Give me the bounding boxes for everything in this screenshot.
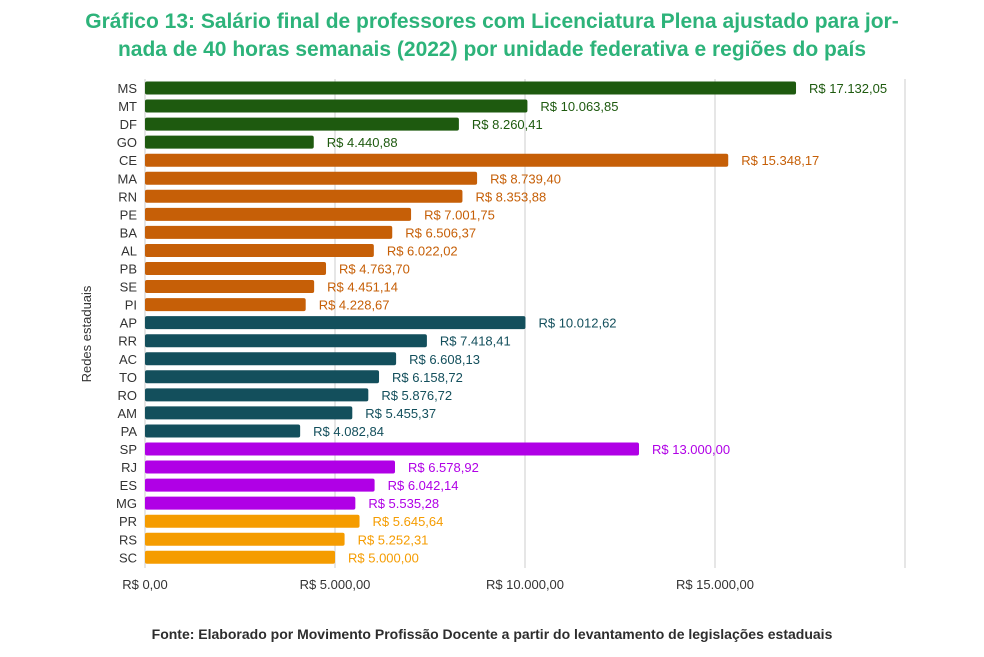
category-label-mt: MT: [118, 99, 137, 114]
data-label-se: R$ 4.451,14: [327, 280, 398, 295]
data-label-pb: R$ 4.763,70: [339, 262, 410, 277]
category-label-pa: PA: [121, 424, 138, 439]
data-label-al: R$ 6.022,02: [387, 243, 458, 258]
data-label-am: R$ 5.455,37: [365, 406, 436, 421]
category-label-pi: PI: [125, 298, 137, 313]
bar-rr: [145, 334, 427, 348]
bar-ap: [145, 316, 526, 330]
data-label-pi: R$ 4.228,67: [319, 298, 390, 313]
bar-pi: [145, 298, 306, 312]
category-label-ma: MA: [118, 171, 138, 186]
category-label-pb: PB: [120, 262, 137, 277]
category-label-ms: MS: [118, 81, 138, 96]
x-axis-tick-labels: R$ 0,00 R$ 5.000,00 R$ 10.000,00 R$ 15.000,…: [122, 577, 754, 592]
x-tick-label: R$ 15.000,00: [676, 577, 754, 592]
category-label-mg: MG: [116, 496, 137, 511]
category-label-ba: BA: [120, 225, 138, 240]
bar-se: [145, 280, 315, 294]
data-label-ac: R$ 6.608,13: [409, 352, 480, 367]
data-label-go: R$ 4.440,88: [327, 135, 398, 150]
bar-mt: [145, 99, 528, 113]
category-label-se: SE: [120, 280, 138, 295]
bar-es: [145, 478, 375, 492]
bar-al: [145, 243, 374, 257]
bar-mg: [145, 496, 356, 510]
data-label-ba: R$ 6.506,37: [405, 225, 476, 240]
category-label-sp: SP: [120, 442, 137, 457]
category-label-ac: AC: [119, 352, 137, 367]
data-label-ce: R$ 15.348,17: [741, 153, 819, 168]
category-label-sc: SC: [119, 550, 137, 565]
data-label-pr: R$ 5.645,64: [373, 514, 444, 529]
data-label-sc: R$ 5.000,00: [348, 550, 419, 565]
data-label-ro: R$ 5.876,72: [381, 388, 452, 403]
data-label-es: R$ 6.042,14: [388, 478, 459, 493]
bar-sc: [145, 550, 335, 564]
category-label-ap: AP: [120, 316, 137, 331]
category-label-am: AM: [118, 406, 138, 421]
bar-sp: [145, 442, 639, 456]
bar-chart: R$ 17.132,05 R$ 10.063,85 R$ 8.260,41 R$ 4.…: [79, 79, 906, 592]
bar-pe: [145, 207, 412, 221]
category-label-rs: RS: [119, 532, 137, 547]
data-label-pa: R$ 4.082,84: [313, 424, 384, 439]
bar-pb: [145, 262, 327, 275]
data-label-ms: R$ 17.132,05: [809, 81, 887, 96]
category-label-pe: PE: [120, 207, 138, 222]
data-label-ap: R$ 10.012,62: [538, 316, 616, 331]
data-label-pe: R$ 7.001,75: [424, 207, 495, 222]
bar-am: [145, 406, 353, 420]
data-label-ma: R$ 8.739,40: [490, 171, 561, 186]
bar-rj: [145, 460, 395, 474]
category-label-pr: PR: [119, 514, 137, 529]
data-label-to: R$ 6.158,72: [392, 370, 463, 385]
data-label-mt: R$ 10.063,85: [540, 99, 618, 114]
bar-ro: [145, 388, 369, 402]
category-label-go: GO: [117, 135, 137, 150]
bar-rn: [145, 189, 463, 203]
bar-pr: [145, 514, 360, 528]
category-label-al: AL: [121, 243, 137, 258]
bar-ms: [145, 81, 797, 95]
category-label-ce: CE: [119, 153, 137, 168]
category-labels: MS MT DF GO CE MA RN PE BA AL PB SE PI AP RR AC TO RO AM PA…: [116, 81, 137, 565]
bar-rs: [145, 532, 345, 546]
y-axis-title: Redes estaduais: [79, 285, 94, 382]
data-label-df: R$ 8.260,41: [472, 117, 543, 132]
chart-title-line-1: Gráfico 13: Salário final de professores…: [85, 10, 899, 33]
bar-ma: [145, 171, 478, 185]
bar-go: [145, 135, 314, 149]
bar-pa: [145, 424, 301, 438]
bar-ce: [145, 153, 729, 167]
data-labels: R$ 17.132,05 R$ 10.063,85 R$ 8.260,41 R$ 4.…: [313, 81, 887, 565]
data-label-rj: R$ 6.578,92: [408, 460, 479, 475]
chart-title-line-2: nada de 40 horas semanais (2022) por uni…: [117, 38, 867, 61]
data-label-rr: R$ 7.418,41: [440, 334, 511, 349]
source-note: Fonte: Elaborado por Movimento Profissão…: [151, 626, 833, 642]
bar-ba: [145, 225, 393, 239]
category-label-ro: RO: [118, 388, 138, 403]
bar-to: [145, 370, 380, 384]
data-label-mg: R$ 5.535,28: [368, 496, 439, 511]
data-label-sp: R$ 13.000,00: [652, 442, 730, 457]
bar-df: [145, 117, 459, 131]
x-tick-label: R$ 5.000,00: [300, 577, 371, 592]
category-label-rr: RR: [118, 334, 137, 349]
x-tick-label: R$ 10.000,00: [486, 577, 564, 592]
x-tick-label: R$ 0,00: [122, 577, 168, 592]
data-label-rs: R$ 5.252,31: [358, 532, 429, 547]
category-label-rj: RJ: [121, 460, 137, 475]
category-label-df: DF: [120, 117, 137, 132]
category-label-to: TO: [119, 370, 137, 385]
category-label-es: ES: [120, 478, 138, 493]
category-label-rn: RN: [118, 189, 137, 204]
data-label-rn: R$ 8.353,88: [475, 189, 546, 204]
bars: [145, 81, 797, 564]
bar-ac: [145, 352, 397, 366]
chart-title: Gráfico 13: Salário final de professores…: [30, 8, 954, 64]
